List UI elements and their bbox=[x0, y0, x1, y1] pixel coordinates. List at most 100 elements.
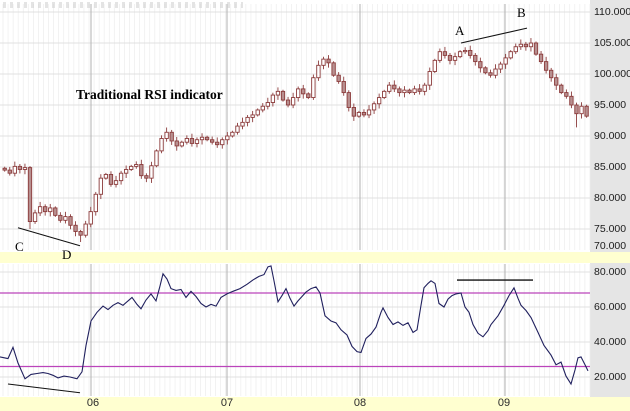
rsi-axis-label: 60.000 bbox=[594, 301, 627, 313]
candle-body bbox=[184, 138, 190, 143]
candle-body bbox=[199, 136, 205, 141]
rsi-line bbox=[0, 265, 589, 386]
candle-body bbox=[427, 71, 432, 86]
candle-body bbox=[366, 109, 372, 116]
candle-body bbox=[498, 63, 503, 70]
candle-body bbox=[457, 51, 463, 58]
candle-body bbox=[483, 67, 488, 74]
candle-body bbox=[523, 43, 529, 48]
candle-body bbox=[412, 88, 417, 94]
candle-body bbox=[296, 88, 301, 99]
candle-body bbox=[98, 177, 103, 195]
candle-body bbox=[220, 139, 225, 146]
panel-separator-strip bbox=[0, 252, 630, 263]
candle-body bbox=[397, 88, 402, 94]
price-axis-label: 85.000 bbox=[594, 161, 627, 173]
candle-body bbox=[245, 116, 250, 123]
rsi-axis-label: 20.000 bbox=[594, 371, 627, 383]
trendline-cd bbox=[17, 227, 81, 247]
candle-body bbox=[235, 125, 240, 133]
candle-body bbox=[417, 88, 422, 92]
candle-body bbox=[376, 97, 382, 105]
candle-body bbox=[129, 165, 134, 170]
candle-body bbox=[473, 54, 478, 63]
price-axis-label: 90.000 bbox=[594, 130, 627, 142]
candle-body bbox=[139, 164, 144, 177]
candle-body bbox=[356, 111, 362, 117]
candle-body bbox=[306, 93, 311, 99]
candle-body bbox=[478, 61, 483, 69]
candle-body bbox=[174, 140, 179, 147]
annotation-a: A bbox=[455, 23, 465, 38]
candle-body bbox=[371, 103, 377, 111]
candle-body bbox=[118, 172, 124, 182]
annotation-c: C bbox=[15, 239, 24, 254]
rsi-divergence-line bbox=[7, 383, 81, 394]
candle-body bbox=[53, 207, 58, 216]
candle-body bbox=[538, 53, 544, 63]
time-axis-label-06: 06 bbox=[86, 397, 100, 409]
candle-body bbox=[569, 95, 574, 106]
candle-body bbox=[93, 193, 98, 213]
candle-body bbox=[27, 167, 33, 223]
candle-body bbox=[230, 131, 235, 137]
candle-body bbox=[240, 121, 245, 127]
candle-body bbox=[225, 135, 230, 141]
candle-body bbox=[275, 90, 281, 96]
candle-body bbox=[533, 42, 539, 55]
time-axis-label-09: 09 bbox=[497, 397, 511, 409]
candle-body bbox=[559, 84, 564, 94]
watermark-text bbox=[3, 2, 243, 8]
candle-body bbox=[543, 61, 549, 71]
candle-body bbox=[402, 89, 407, 94]
time-axis-strip bbox=[0, 397, 630, 411]
candle-body bbox=[346, 92, 351, 108]
candle-body bbox=[78, 231, 83, 236]
candle-body bbox=[63, 216, 68, 221]
price-axis-label: 110.000 bbox=[594, 6, 630, 18]
candle-body bbox=[321, 58, 326, 66]
candle-body bbox=[463, 49, 468, 53]
candle-body bbox=[579, 105, 584, 115]
candle-body bbox=[301, 88, 306, 95]
candle-body bbox=[58, 214, 63, 221]
candle-body bbox=[260, 105, 265, 111]
candle-body bbox=[134, 164, 139, 167]
candle-body bbox=[290, 97, 296, 106]
candle-body bbox=[392, 84, 397, 90]
candle-body bbox=[331, 62, 336, 76]
candle-body bbox=[169, 131, 174, 142]
candle-body bbox=[48, 207, 53, 213]
candle-body bbox=[108, 173, 114, 185]
candle-body bbox=[32, 212, 38, 223]
candle-body bbox=[265, 102, 270, 107]
candle-body bbox=[311, 77, 316, 99]
candle-body bbox=[549, 69, 554, 79]
candle-body bbox=[382, 90, 387, 99]
candle-body bbox=[503, 57, 508, 65]
candle-body bbox=[361, 111, 367, 116]
candle-body bbox=[37, 206, 43, 214]
candle-body bbox=[250, 114, 255, 118]
candle-body bbox=[194, 139, 200, 144]
candle-body bbox=[316, 64, 321, 79]
candle-body bbox=[73, 224, 78, 232]
candle-body bbox=[43, 206, 48, 213]
rsi-axis-label: 40.000 bbox=[594, 336, 627, 348]
candle-body bbox=[154, 150, 159, 167]
candle-body bbox=[513, 46, 518, 53]
candle-body bbox=[508, 51, 513, 59]
candle-body bbox=[564, 92, 569, 97]
candle-body bbox=[7, 169, 12, 174]
candle-body bbox=[493, 68, 498, 76]
price-axis-label: 105.000 bbox=[594, 37, 630, 49]
candle-body bbox=[210, 139, 215, 143]
candle-body bbox=[326, 58, 331, 64]
value-axis-strip bbox=[590, 0, 630, 397]
candle-body bbox=[280, 90, 286, 101]
candle-body bbox=[83, 223, 88, 236]
time-axis-label-08: 08 bbox=[353, 397, 367, 409]
candle-body bbox=[123, 169, 129, 174]
